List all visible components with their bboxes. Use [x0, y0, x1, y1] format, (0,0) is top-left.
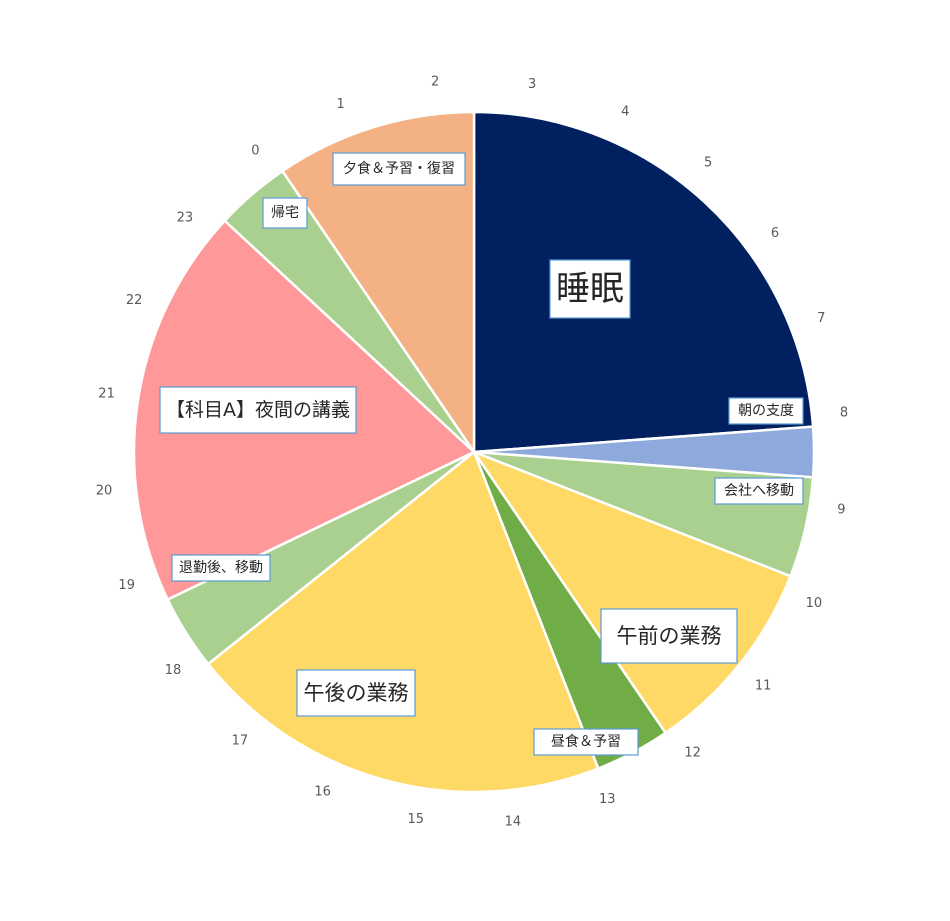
slice-label: 夕食＆予習・復習 — [332, 152, 466, 186]
slice-label-text: 夕食＆予習・復習 — [343, 160, 455, 177]
hour-tick-label: 21 — [98, 386, 115, 401]
slice-label-box — [159, 386, 357, 434]
slice-label-box — [332, 152, 466, 186]
slice-label-text: 午前の業務 — [617, 624, 722, 648]
slice-label-text: 会社へ移動 — [724, 483, 794, 499]
hour-tick-label: 7 — [817, 311, 825, 326]
hour-tick-label: 18 — [165, 663, 182, 678]
slice-label: 午前の業務 — [600, 608, 738, 664]
slice-label-box — [533, 728, 639, 756]
slice-label-box — [600, 608, 738, 664]
slice-label: 退勤後、移動 — [171, 554, 271, 582]
hour-tick-label: 12 — [684, 745, 701, 760]
slice-label-box — [549, 259, 631, 319]
hour-tick-label: 17 — [232, 734, 249, 749]
slice-label: 帰宅 — [262, 197, 308, 229]
hour-tick-label: 23 — [177, 210, 194, 225]
slice-label-text: 睡眠 — [556, 269, 624, 309]
pie-slice — [281, 110, 476, 454]
hour-tick-label: 19 — [118, 578, 135, 593]
slice-label-text: 帰宅 — [271, 204, 299, 221]
slice-label-text: 朝の支度 — [738, 403, 794, 419]
slices-layer — [132, 110, 816, 794]
slice-label-text: 昼食＆予習 — [551, 733, 621, 750]
slice-label: 会社へ移動 — [714, 477, 804, 505]
hour-tick-label: 6 — [771, 226, 779, 241]
slice-label: 【科目A】夜間の講義 — [159, 386, 357, 434]
slice-label-box — [296, 669, 416, 717]
hour-tick-label: 13 — [599, 792, 616, 807]
hour-tick-label: 16 — [314, 784, 331, 799]
slice-label-box — [714, 477, 804, 505]
hour-tick-label: 9 — [837, 503, 845, 518]
hour-tick-label: 22 — [126, 293, 143, 308]
hour-tick-label: 20 — [96, 483, 113, 498]
hour-tick-label: 5 — [704, 155, 712, 170]
hour-tick-label: 2 — [431, 75, 439, 90]
hour-tick-label: 10 — [806, 596, 823, 611]
slice-label: 昼食＆予習 — [533, 728, 639, 756]
hour-tick-label: 4 — [621, 105, 629, 120]
slice-label-text: 【科目A】夜間の講義 — [166, 399, 350, 421]
hour-tick-label: 1 — [337, 97, 345, 112]
slice-label-text: 午後の業務 — [304, 681, 409, 705]
hour-tick-label: 0 — [251, 144, 259, 159]
hour-tick-label: 3 — [528, 77, 536, 92]
slice-label: 睡眠 — [549, 259, 631, 319]
hour-tick-label: 14 — [505, 814, 522, 829]
pie-slice — [472, 110, 815, 454]
hour-tick-label: 15 — [408, 812, 425, 827]
slice-label: 午後の業務 — [296, 669, 416, 717]
slice-label: 朝の支度 — [728, 397, 804, 425]
slice-label-box — [171, 554, 271, 582]
hour-tick-label: 8 — [840, 406, 848, 421]
hour-tick-label: 11 — [755, 679, 772, 694]
slice-label-text: 退勤後、移動 — [179, 560, 263, 576]
slice-label-box — [262, 197, 308, 229]
slice-label-box — [728, 397, 804, 425]
